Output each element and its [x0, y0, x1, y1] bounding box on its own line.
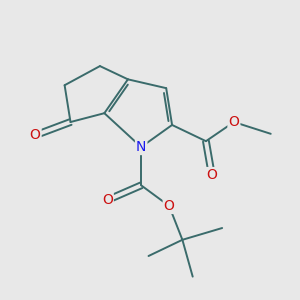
Text: O: O [102, 193, 113, 207]
Text: N: N [136, 140, 146, 154]
Text: O: O [164, 199, 175, 213]
Text: O: O [30, 128, 40, 142]
Text: O: O [229, 115, 239, 129]
Text: O: O [206, 168, 217, 182]
